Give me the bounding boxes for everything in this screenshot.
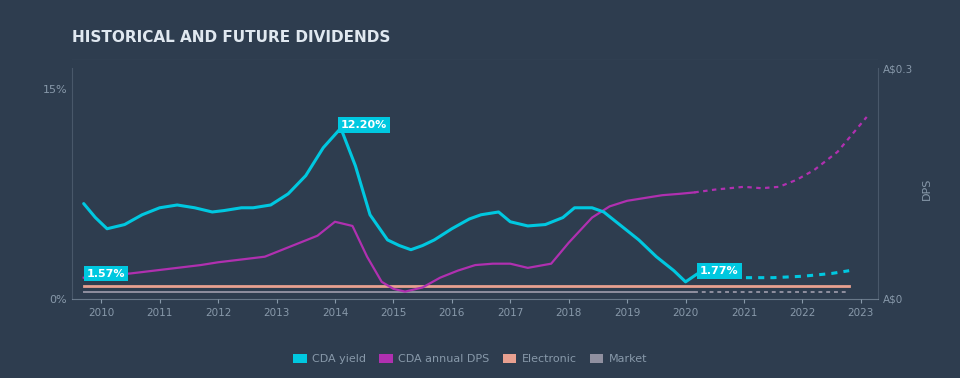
Text: 1.57%: 1.57% bbox=[86, 269, 125, 279]
Text: HISTORICAL AND FUTURE DIVIDENDS: HISTORICAL AND FUTURE DIVIDENDS bbox=[72, 30, 391, 45]
Text: 12.20%: 12.20% bbox=[341, 120, 387, 130]
Legend: CDA yield, CDA annual DPS, Electronic, Market: CDA yield, CDA annual DPS, Electronic, M… bbox=[289, 349, 652, 369]
Text: DPS: DPS bbox=[922, 178, 931, 200]
Text: 1.77%: 1.77% bbox=[700, 266, 739, 276]
